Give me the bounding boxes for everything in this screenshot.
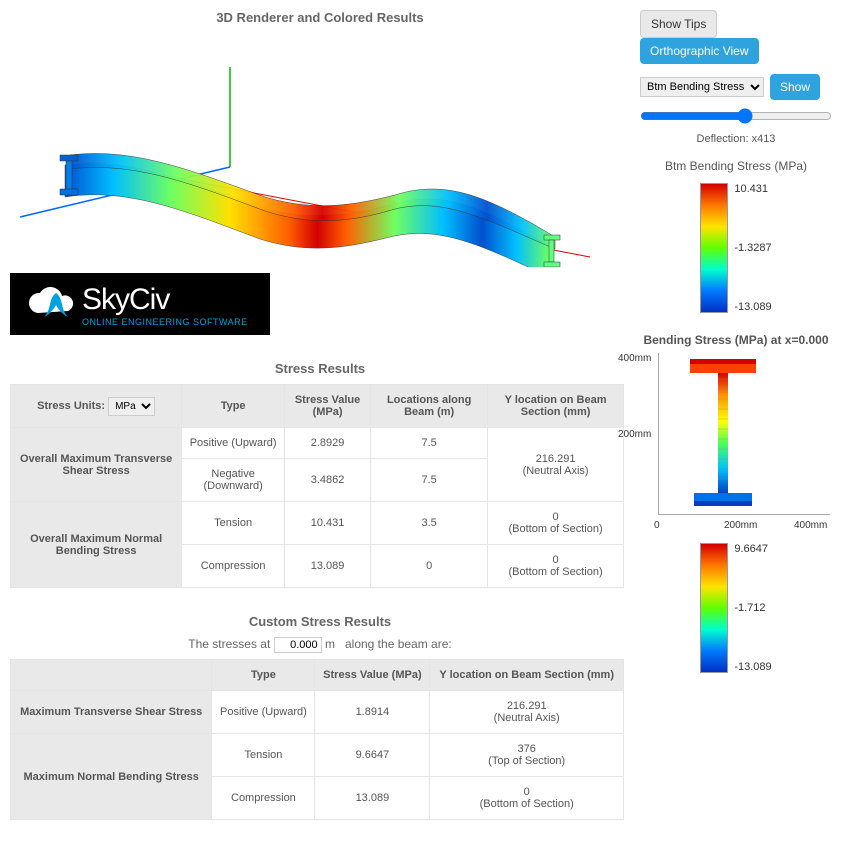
row-bending-label: Overall Maximum Normal Bending Stress bbox=[11, 502, 182, 588]
cell: 10.431 bbox=[285, 502, 371, 545]
row-shear2-label: Maximum Transverse Shear Stress bbox=[11, 691, 212, 734]
legend-bar-icon bbox=[700, 183, 728, 313]
col-type: Type bbox=[182, 385, 285, 428]
logo-name: SkyCiv bbox=[82, 283, 248, 317]
custom-stress-sub: The stresses at m along the beam are: bbox=[10, 637, 630, 653]
tick-y-200: 200mm bbox=[618, 429, 651, 440]
legend-max: 10.431 bbox=[734, 183, 771, 195]
cell: Negative (Downward) bbox=[182, 459, 285, 502]
stress-results-table: Stress Units: MPa Type Stress Value (MPa… bbox=[10, 384, 624, 588]
cell: 3.5 bbox=[371, 502, 488, 545]
tick-x-0: 0 bbox=[654, 520, 660, 531]
cell: Tension bbox=[182, 502, 285, 545]
ortho-view-button[interactable]: Orthographic View bbox=[640, 38, 759, 64]
stress-results-title: Stress Results bbox=[10, 361, 630, 376]
cell: 3.4862 bbox=[285, 459, 371, 502]
cell: Compression bbox=[212, 777, 315, 820]
color-legend: 10.431 -1.3287 -13.089 bbox=[640, 183, 832, 313]
row-bending2-label: Maximum Normal Bending Stress bbox=[11, 734, 212, 820]
section-chart-title: Bending Stress (MPa) at x=0.000 bbox=[640, 333, 832, 347]
legend2-mid: -1.712 bbox=[734, 602, 771, 614]
tick-x-400: 400mm bbox=[794, 520, 827, 531]
logo: SkyCiv ONLINE ENGINEERING SOFTWARE bbox=[10, 273, 270, 335]
cell: 376(Top of Section) bbox=[430, 734, 624, 777]
th-blank bbox=[11, 660, 212, 691]
logo-sub: ONLINE ENGINEERING SOFTWARE bbox=[82, 317, 248, 327]
logo-cloud-icon bbox=[24, 285, 76, 325]
custom-stress-title: Custom Stress Results bbox=[10, 614, 630, 629]
cell: 0(Bottom of Section) bbox=[488, 502, 624, 545]
legend-bar-icon bbox=[700, 543, 728, 673]
cell: 0(Bottom of Section) bbox=[430, 777, 624, 820]
th-y: Y location on Beam Section (mm) bbox=[430, 660, 624, 691]
cell: 1.8914 bbox=[315, 691, 430, 734]
col-loc: Locations along Beam (m) bbox=[371, 385, 488, 428]
section-legend: 9.6647 -1.712 -13.089 bbox=[640, 543, 832, 673]
cell: 7.5 bbox=[371, 428, 488, 459]
col-val: Stress Value (MPa) bbox=[285, 385, 371, 428]
custom-location-input[interactable] bbox=[274, 637, 322, 653]
cell: 2.8929 bbox=[285, 428, 371, 459]
legend2-min: -13.089 bbox=[734, 661, 771, 673]
cell: 216.291(Neutral Axis) bbox=[488, 428, 624, 502]
legend-title: Btm Bending Stress (MPa) bbox=[640, 159, 832, 173]
renderer-title: 3D Renderer and Colored Results bbox=[10, 10, 630, 25]
cell: 216.291(Neutral Axis) bbox=[430, 691, 624, 734]
deflection-label: Deflection: x413 bbox=[640, 133, 832, 145]
th-val: Stress Value (MPa) bbox=[315, 660, 430, 691]
cell: 0(Bottom of Section) bbox=[488, 545, 624, 588]
section-chart: 400mm 200mm 0 200mm 400mm bbox=[640, 353, 830, 533]
cell: 7.5 bbox=[371, 459, 488, 502]
ibeam-section-icon bbox=[688, 359, 758, 509]
cell: 0 bbox=[371, 545, 488, 588]
cell: Positive (Upward) bbox=[182, 428, 285, 459]
show-tips-button[interactable]: Show Tips bbox=[640, 10, 717, 38]
stress-units-select[interactable]: MPa bbox=[108, 397, 155, 416]
row-shear-label: Overall Maximum Transverse Shear Stress bbox=[11, 428, 182, 502]
cell: Tension bbox=[212, 734, 315, 777]
col-y: Y location on Beam Section (mm) bbox=[488, 385, 624, 428]
result-type-select[interactable]: Btm Bending Stress bbox=[640, 77, 764, 97]
cell: Positive (Upward) bbox=[212, 691, 315, 734]
stress-units-cell: Stress Units: MPa bbox=[11, 385, 182, 428]
cell: 13.089 bbox=[285, 545, 371, 588]
cell: Compression bbox=[182, 545, 285, 588]
custom-stress-table: Type Stress Value (MPa) Y location on Be… bbox=[10, 659, 624, 820]
show-button[interactable]: Show bbox=[770, 74, 820, 100]
legend-min: -13.089 bbox=[734, 301, 771, 313]
render-canvas[interactable] bbox=[10, 37, 610, 267]
legend-mid: -1.3287 bbox=[734, 242, 771, 254]
deflection-slider[interactable] bbox=[640, 108, 832, 124]
tick-y-400: 400mm bbox=[618, 353, 651, 364]
cell: 9.6647 bbox=[315, 734, 430, 777]
cell: 13.089 bbox=[315, 777, 430, 820]
th-type: Type bbox=[212, 660, 315, 691]
tick-x-200: 200mm bbox=[724, 520, 757, 531]
legend2-max: 9.6647 bbox=[734, 543, 771, 555]
